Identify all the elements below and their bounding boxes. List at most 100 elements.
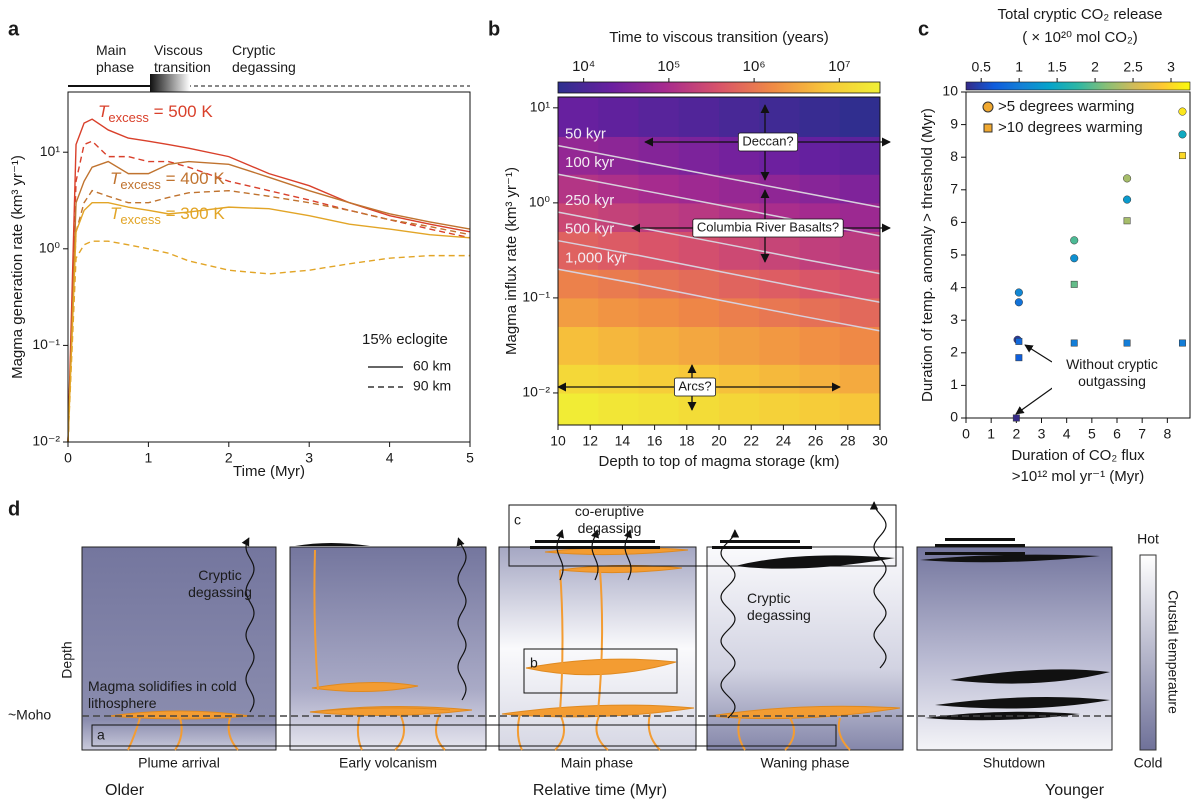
inset-box: [91, 724, 837, 747]
x-tick-label: 10: [550, 433, 566, 449]
hot-label: Hot: [1137, 531, 1159, 547]
heat-cell: [638, 326, 680, 365]
contour-label: 50 kyr: [565, 126, 606, 143]
annotation-text: = 300 K: [161, 204, 225, 223]
legend-label: 60 km: [413, 358, 451, 374]
point: [1015, 354, 1023, 362]
arrow: [1024, 344, 1053, 363]
y-tick-label: 8: [950, 148, 958, 164]
x-tick-label: 8: [1163, 426, 1171, 442]
x-tick-label: 26: [808, 433, 824, 449]
heat-cell: [799, 326, 841, 365]
point: [1070, 280, 1078, 288]
heat-cell: [598, 97, 639, 137]
degassing-arrow: [869, 501, 887, 669]
panel-label: d: [8, 498, 20, 520]
heat-cell: [719, 392, 760, 425]
colorbar: [557, 81, 881, 94]
annotation-subscript: excess: [120, 177, 161, 192]
x-tick-label: 3: [305, 450, 313, 466]
heat-cell: [638, 231, 680, 270]
degassing-arrow: [623, 529, 632, 581]
y-tick-label: 10⁻²: [522, 384, 550, 400]
box-label: a: [97, 727, 105, 743]
y-tick-label: 2: [950, 344, 958, 360]
heat-cell: [558, 231, 599, 270]
colorbar-title: Total cryptic CO₂ release: [997, 6, 1162, 23]
heat-cell: [839, 392, 880, 425]
colorbar-tick-label: 1.5: [1047, 59, 1067, 75]
annotation-symbol: T: [110, 204, 122, 223]
heat-cell: [558, 364, 599, 394]
degassing-arrow: [590, 529, 599, 581]
older-label: Older: [105, 782, 145, 799]
moho-label: ~Moho: [8, 707, 51, 723]
legend-label: >5 degrees warming: [998, 98, 1134, 115]
annotation: Texcess = 300 K: [110, 204, 225, 227]
x-tick-label: 1: [145, 450, 153, 466]
y-tick-label: 10⁰: [529, 194, 551, 210]
contour-label: 1,000 kyr: [565, 249, 627, 266]
heat-cell: [799, 231, 841, 270]
heat-cell: [839, 174, 880, 204]
point: [1178, 107, 1187, 116]
heat-cell: [839, 231, 880, 270]
x-axis-label: Time (Myr): [233, 463, 305, 480]
point: [1015, 337, 1023, 345]
y-tick-label: 10⁻¹: [522, 289, 550, 305]
y-tick-label: 10⁰: [39, 240, 61, 256]
x-tick-label: 3: [1038, 426, 1046, 442]
inset-box: [508, 504, 897, 567]
y-tick-label: 7: [950, 181, 958, 197]
heat-cell: [719, 97, 760, 137]
colorbar-title: Time to viscous transition (years): [609, 29, 829, 46]
heat-cell: [839, 364, 880, 394]
annotation: Deccan?: [742, 133, 793, 148]
y-tick-label: 4: [950, 278, 958, 294]
data-line: [67, 140, 471, 443]
temperature-label: Crustal temperature: [1165, 590, 1181, 714]
x-tick-label: 24: [776, 433, 792, 449]
younger-label: Younger: [1045, 782, 1105, 799]
heat-cell: [558, 297, 599, 328]
black-sills: [295, 538, 1110, 721]
legend-label: >10 degrees warming: [998, 119, 1143, 136]
annotation: Without cryptic outgassing: [1052, 356, 1172, 390]
time-axis-label: Relative time (Myr): [533, 782, 667, 799]
colorbar-tick-label: 1: [1015, 59, 1023, 75]
heat-cell: [638, 174, 680, 204]
stage-label: Main phase: [561, 755, 634, 771]
heat-cell: [558, 136, 599, 175]
degassing-arrow: [555, 529, 564, 581]
contour: [557, 239, 881, 303]
heat-cell: [638, 269, 680, 299]
transition-box: [150, 74, 190, 92]
annotation: Texcess = 400 K: [110, 169, 225, 192]
point: [1014, 298, 1023, 307]
heat-cell: [678, 97, 720, 137]
x-tick-label: 12: [582, 433, 598, 449]
heat-cell: [598, 136, 639, 175]
legend-title: 15% eclogite: [362, 331, 448, 348]
point: [1014, 288, 1023, 297]
y-axis-label: Magma generation rate (km³ yr⁻¹): [9, 155, 26, 379]
heat-cell: [759, 364, 800, 394]
diagram-note: Cryptic degassing: [747, 590, 811, 623]
x-axis-label: Depth to top of magma storage (km): [599, 453, 840, 470]
colorbar-tick-label: 2.5: [1123, 59, 1143, 75]
y-axis-label: Duration of temp. anomaly > threshold (M…: [919, 108, 936, 402]
stage-label: Plume arrival: [138, 755, 220, 771]
stage-label: Early volcanism: [339, 755, 437, 771]
point: [1070, 254, 1079, 263]
x-tick-label: 0: [962, 426, 970, 442]
x-tick-label: 16: [647, 433, 663, 449]
phase-label: Viscous transition: [154, 42, 211, 75]
y-tick-label: 5: [950, 246, 958, 262]
diagram-note: Cryptic degassing: [188, 567, 252, 600]
annotation-box: [737, 132, 799, 152]
heat-cell: [678, 231, 720, 270]
heat-cell: [638, 392, 680, 425]
heat-cell: [799, 364, 841, 394]
legend-marker: [983, 123, 993, 133]
